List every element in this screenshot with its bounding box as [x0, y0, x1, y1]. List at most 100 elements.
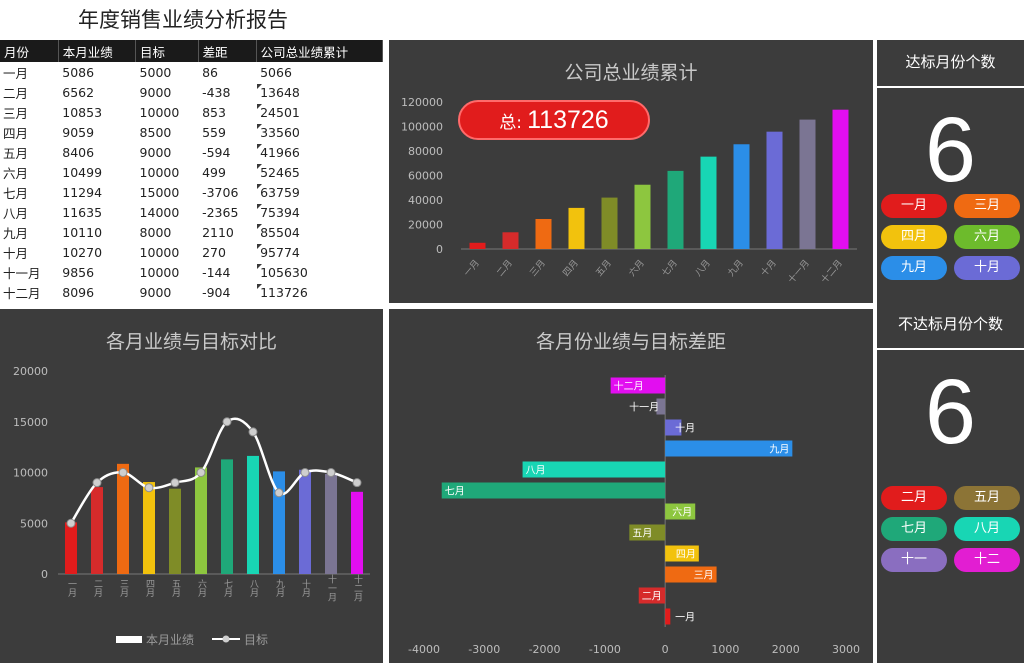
- y-tick-label: 15000: [13, 416, 48, 429]
- x-tick-label: 九月: [726, 258, 746, 279]
- bar: [635, 185, 651, 249]
- bar-label: 二月: [642, 591, 662, 603]
- table-row: 九月 10110 8000 2110 85504: [0, 222, 383, 242]
- bar: [701, 157, 717, 249]
- table-header-cell: 本月业绩: [58, 40, 135, 62]
- table-cell: 9000: [136, 82, 199, 102]
- x-tick-label: 三月: [118, 579, 129, 598]
- y-tick-label: 5000: [20, 517, 48, 530]
- x-tick-label: 一月: [66, 579, 77, 598]
- reached-count: 6: [877, 98, 1024, 203]
- table-cell: -3706: [198, 182, 256, 202]
- page-title: 年度销售业绩分析报告: [78, 4, 288, 34]
- bar-label: 五月: [632, 528, 652, 540]
- x-tick-label: 十一月: [326, 573, 337, 602]
- table-cell: 270: [198, 242, 256, 262]
- month-pill: 十一: [881, 548, 947, 572]
- target-point: [249, 428, 257, 436]
- target-point: [197, 469, 205, 477]
- table-cell: 十月: [0, 242, 58, 262]
- y-tick-label: 0: [41, 568, 48, 581]
- monthly-target-chart: 0 5000 10000 15000 20000 一月 二月 三月 四月 五月 六月 七月 八月 九月 十月…: [0, 309, 383, 663]
- table-row: 十月 10270 10000 270 95774: [0, 242, 383, 262]
- table-cell: 5000: [136, 62, 199, 82]
- bar: [503, 232, 519, 249]
- bar-label: 十二月: [614, 380, 644, 393]
- table-cell: 2110: [198, 222, 256, 242]
- table-header-cell: 月份: [0, 40, 58, 62]
- table-row: 四月 9059 8500 559 33560: [0, 122, 383, 142]
- table-cell: 105630: [256, 262, 382, 282]
- table-cell: 8406: [58, 142, 135, 162]
- bar: [117, 464, 129, 574]
- table-cell: 63759: [256, 182, 382, 202]
- table-cell: 5086: [58, 62, 135, 82]
- x-tick-label: -3000: [468, 643, 500, 656]
- table-cell: 七月: [0, 182, 58, 202]
- bar: [800, 120, 816, 249]
- table-cell: 四月: [0, 122, 58, 142]
- bar: [833, 110, 849, 249]
- bar: [470, 243, 486, 249]
- bar: [247, 456, 259, 574]
- x-tick-label: 十一月: [785, 257, 812, 285]
- x-tick-label: 六月: [626, 257, 647, 279]
- month-pill: 三月: [954, 194, 1020, 218]
- bar-label: 十月: [675, 422, 695, 435]
- bar-label: 七月: [445, 486, 465, 498]
- missed-header: 不达标月份个数: [877, 302, 1024, 348]
- y-tick-label: 10000: [13, 467, 48, 480]
- table-row: 十一月 9856 10000 -144 105630: [0, 262, 383, 282]
- table-cell: 559: [198, 122, 256, 142]
- table-cell: 9059: [58, 122, 135, 142]
- month-pill: 六月: [954, 225, 1020, 249]
- y-tick-label: 20000: [408, 219, 443, 232]
- target-point: [93, 479, 101, 487]
- bar-label: 十一月: [629, 401, 659, 414]
- month-pill: 八月: [954, 517, 1020, 541]
- table-cell: 九月: [0, 222, 58, 242]
- x-tick-label: 十月: [758, 257, 779, 279]
- table-cell: 15000: [136, 182, 199, 202]
- table-header-cell: 公司总业绩累计: [256, 40, 382, 62]
- legend-label: 目标: [244, 633, 268, 647]
- table-cell: 75394: [256, 202, 382, 222]
- table-row: 三月 10853 10000 853 24501: [0, 102, 383, 122]
- table-cell: 33560: [256, 122, 382, 142]
- bar: [442, 483, 665, 499]
- table-row: 六月 10499 10000 499 52465: [0, 162, 383, 182]
- x-tick-label: 二月: [92, 579, 103, 598]
- bar: [65, 522, 77, 574]
- bar: [767, 132, 783, 249]
- sales-table: 月份 本月业绩 目标 差距 公司总业绩累计 一月 5086 5000 86 5066 二月 6562…: [0, 40, 383, 303]
- total-badge: 总: 113726: [458, 100, 650, 140]
- table-cell: 10853: [58, 102, 135, 122]
- table-cell: 10499: [58, 162, 135, 182]
- bar: [665, 609, 670, 625]
- month-pill: 五月: [954, 486, 1020, 510]
- bar: [91, 487, 103, 574]
- table-header-row: 月份 本月业绩 目标 差距 公司总业绩累计: [0, 40, 383, 62]
- gap-chart: -4000 -3000 -2000 -1000 0 1000 2000 3000十二月十一月十…: [389, 309, 873, 663]
- month-pill: 四月: [881, 225, 947, 249]
- y-tick-label: 0: [436, 243, 443, 256]
- target-point: [353, 479, 361, 487]
- target-point: [275, 489, 283, 497]
- table-cell: 499: [198, 162, 256, 182]
- reached-header: 达标月份个数: [877, 40, 1024, 86]
- table-cell: -2365: [198, 202, 256, 222]
- bar: [536, 219, 552, 249]
- target-point: [327, 469, 335, 477]
- x-tick-label: 1000: [711, 643, 739, 656]
- bar: [569, 208, 585, 249]
- bar: [351, 492, 363, 574]
- x-tick-label: 十二月: [818, 257, 845, 285]
- table-header-cell: 目标: [136, 40, 199, 62]
- x-tick-label: 2000: [772, 643, 800, 656]
- table-cell: 9856: [58, 262, 135, 282]
- target-point: [67, 519, 75, 527]
- month-pill: 一月: [881, 194, 947, 218]
- table-cell: 10000: [136, 102, 199, 122]
- table-cell: -144: [198, 262, 256, 282]
- month-pill: 九月: [881, 256, 947, 280]
